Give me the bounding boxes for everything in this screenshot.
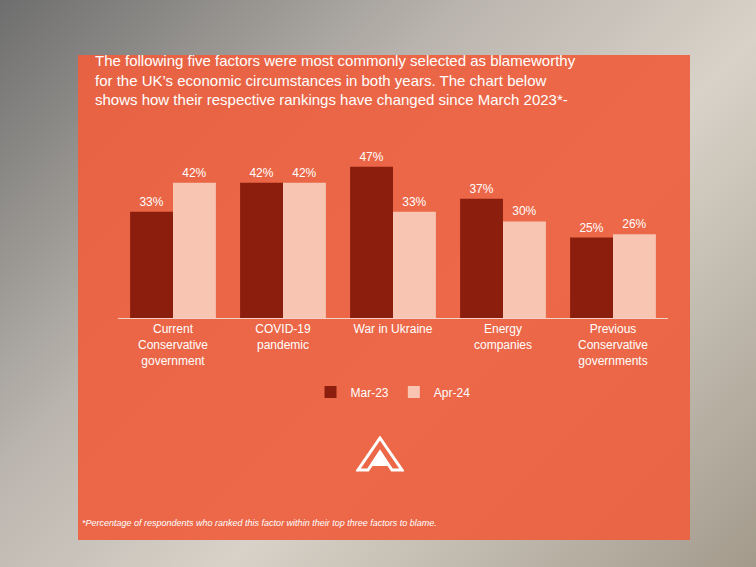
svg-text:Mar-23: Mar-23	[351, 386, 389, 400]
svg-text:The following five factors wer: The following five factors were most com…	[95, 52, 576, 108]
svg-text:CurrentConservativegovernment: CurrentConservativegovernment	[138, 322, 208, 367]
svg-text:42%: 42%	[182, 166, 206, 180]
svg-text:30%: 30%	[512, 204, 536, 218]
svg-text:42%: 42%	[292, 166, 316, 180]
svg-text:PreviousConservativegovernment: PreviousConservativegovernments	[578, 322, 648, 367]
svg-text:26%: 26%	[622, 217, 646, 231]
svg-text:COVID-19pandemic: COVID-19pandemic	[255, 322, 311, 352]
svg-text:37%: 37%	[469, 182, 493, 196]
svg-text:42%: 42%	[249, 166, 273, 180]
svg-text:War in Ukraine: War in Ukraine	[354, 322, 433, 336]
svg-text:33%: 33%	[402, 195, 426, 209]
svg-text:Apr-24: Apr-24	[434, 386, 470, 400]
svg-text:25%: 25%	[579, 221, 603, 235]
svg-text:33%: 33%	[139, 195, 163, 209]
svg-text:47%: 47%	[359, 150, 383, 164]
svg-text:*Percentage of respondents who: *Percentage of respondents who ranked th…	[82, 518, 437, 528]
svg-text:Energycompanies: Energycompanies	[474, 322, 532, 352]
